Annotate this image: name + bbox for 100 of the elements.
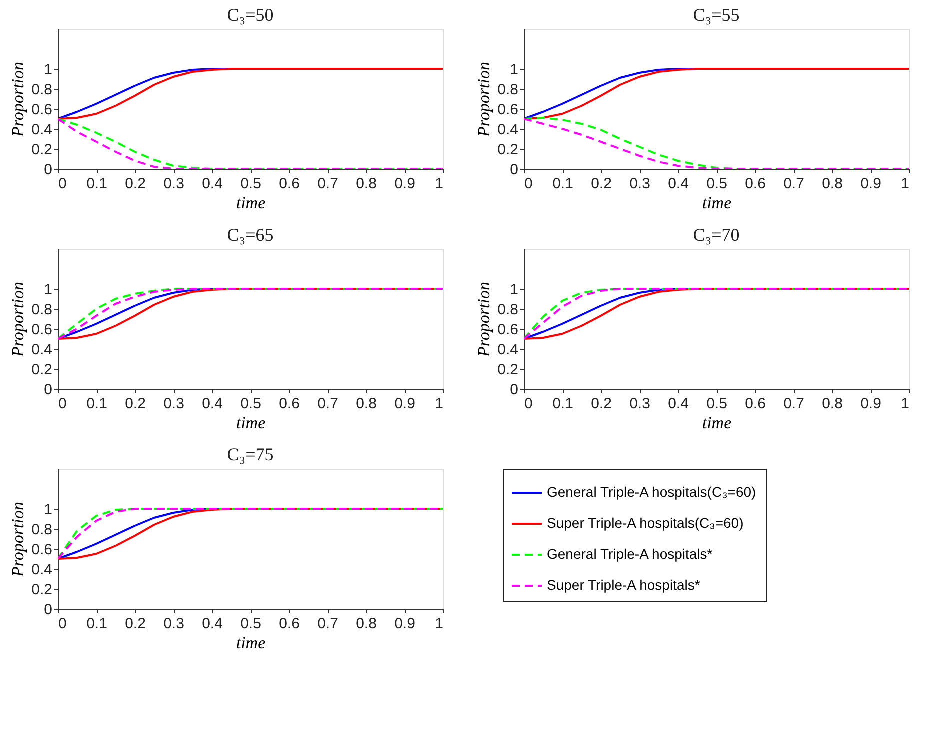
x-tick-label: 0.3 — [630, 396, 650, 412]
chart-title: C₃=65 — [227, 225, 274, 245]
x-tick-label: 0.4 — [668, 396, 689, 412]
y-tick-label: 0.8 — [32, 82, 52, 98]
y-tick-label: 0.4 — [32, 562, 52, 578]
y-tick-label: 1 — [44, 62, 52, 78]
y-tick-label: 0.2 — [498, 142, 518, 158]
y-tick-label: 0 — [510, 382, 518, 398]
x-tick-label: 0.4 — [202, 176, 223, 192]
x-tick-label: 0.3 — [164, 176, 184, 192]
x-tick-label: 0.3 — [164, 396, 184, 412]
legend-label: General Triple-A hospitals* — [547, 546, 714, 562]
y-tick-label: 1 — [44, 282, 52, 298]
x-tick-label: 0.8 — [356, 616, 377, 632]
x-tick-label: 0.5 — [706, 396, 728, 412]
x-tick-label: 1 — [435, 396, 444, 412]
y-tick-label: 0.8 — [498, 302, 518, 318]
x-tick-label: 0.4 — [668, 176, 689, 192]
x-tick-label: 0.7 — [784, 396, 804, 412]
x-tick-label: 0.1 — [86, 396, 108, 412]
x-tick-label: 0.4 — [202, 396, 223, 412]
x-tick-label: 0.3 — [164, 616, 184, 632]
x-tick-label: 0.7 — [784, 176, 804, 192]
chart-title: C₃=70 — [693, 225, 740, 245]
y-tick-label: 0.8 — [32, 302, 52, 318]
y-tick-label: 0.8 — [498, 82, 518, 98]
x-tick-label: 0.2 — [591, 176, 612, 192]
x-tick-label: 0.7 — [318, 176, 338, 192]
chart-title: C₃=50 — [227, 5, 274, 25]
y-tick-label: 0.2 — [32, 362, 52, 378]
y-axis-title: Proportion — [474, 62, 494, 138]
x-tick-label: 0 — [58, 396, 67, 412]
x-tick-label: 0.7 — [318, 396, 338, 412]
x-tick-label: 0.5 — [240, 396, 262, 412]
y-tick-label: 0.2 — [498, 362, 518, 378]
x-tick-label: 0.1 — [552, 176, 574, 192]
x-tick-label: 0.2 — [591, 396, 612, 412]
y-tick-label: 0.6 — [498, 322, 518, 338]
x-tick-label: 0.5 — [240, 616, 262, 632]
x-tick-label: 0.9 — [860, 176, 882, 192]
y-tick-label: 0.4 — [32, 342, 52, 358]
x-tick-label: 0.6 — [279, 396, 300, 412]
x-tick-label: 0.6 — [279, 176, 300, 192]
y-tick-label: 1 — [510, 62, 518, 78]
x-tick-label: 0.2 — [125, 616, 146, 632]
x-axis-title: time — [702, 414, 732, 432]
y-tick-label: 0.2 — [32, 582, 52, 598]
x-tick-label: 0.2 — [125, 396, 146, 412]
x-tick-label: 0.9 — [860, 396, 882, 412]
y-axis-title: Proportion — [8, 282, 28, 358]
x-tick-label: 0.9 — [394, 176, 416, 192]
x-tick-label: 0.4 — [202, 616, 223, 632]
y-tick-label: 0.4 — [32, 122, 52, 138]
y-tick-label: 0.8 — [32, 522, 52, 538]
x-axis-title: time — [236, 634, 266, 652]
y-tick-label: 0.4 — [498, 342, 518, 358]
chart-title: C₃=55 — [693, 5, 740, 25]
x-axis-title: time — [236, 414, 266, 432]
y-axis-title: Proportion — [8, 62, 28, 138]
x-tick-label: 0.8 — [822, 396, 843, 412]
x-tick-label: 0.6 — [745, 396, 766, 412]
x-axis-title: time — [702, 194, 732, 212]
x-tick-label: 1 — [901, 176, 910, 192]
x-axis-title: time — [236, 194, 266, 212]
x-tick-label: 0.1 — [86, 176, 108, 192]
y-tick-label: 1 — [44, 502, 52, 518]
y-tick-label: 0.4 — [498, 122, 518, 138]
x-tick-label: 0.8 — [356, 396, 377, 412]
legend-label: Super Triple-A hospitals* — [547, 577, 701, 593]
x-tick-label: 0 — [524, 396, 533, 412]
x-tick-label: 0.3 — [630, 176, 650, 192]
y-axis-title: Proportion — [474, 282, 494, 358]
y-tick-label: 0 — [44, 602, 52, 618]
y-tick-label: 0.6 — [32, 102, 52, 118]
x-tick-label: 0.5 — [706, 176, 728, 192]
x-tick-label: 1 — [435, 176, 444, 192]
y-tick-label: 0.6 — [498, 102, 518, 118]
x-tick-label: 0.8 — [356, 176, 377, 192]
x-tick-label: 0.6 — [279, 616, 300, 632]
legend-label: General Triple-A hospitals(C₃=60) — [547, 484, 756, 500]
x-tick-label: 0.8 — [822, 176, 843, 192]
x-tick-label: 0.2 — [125, 176, 146, 192]
y-axis-title: Proportion — [8, 502, 28, 578]
x-tick-label: 0 — [58, 176, 67, 192]
y-tick-label: 0.2 — [32, 142, 52, 158]
y-tick-label: 0 — [44, 382, 52, 398]
y-tick-label: 0 — [510, 162, 518, 178]
x-tick-label: 0.5 — [240, 176, 262, 192]
x-tick-label: 0.1 — [86, 616, 108, 632]
legend-label: Super Triple-A hospitals(C₃=60) — [547, 515, 744, 531]
x-tick-label: 0 — [58, 616, 67, 632]
y-tick-label: 0.6 — [32, 542, 52, 558]
x-tick-label: 0.1 — [552, 396, 574, 412]
y-tick-label: 0.6 — [32, 322, 52, 338]
x-tick-label: 0.6 — [745, 176, 766, 192]
x-tick-label: 0 — [524, 176, 533, 192]
x-tick-label: 1 — [901, 396, 910, 412]
chart-title: C₃=75 — [227, 444, 274, 464]
x-tick-label: 0.7 — [318, 616, 338, 632]
y-tick-label: 1 — [510, 282, 518, 298]
